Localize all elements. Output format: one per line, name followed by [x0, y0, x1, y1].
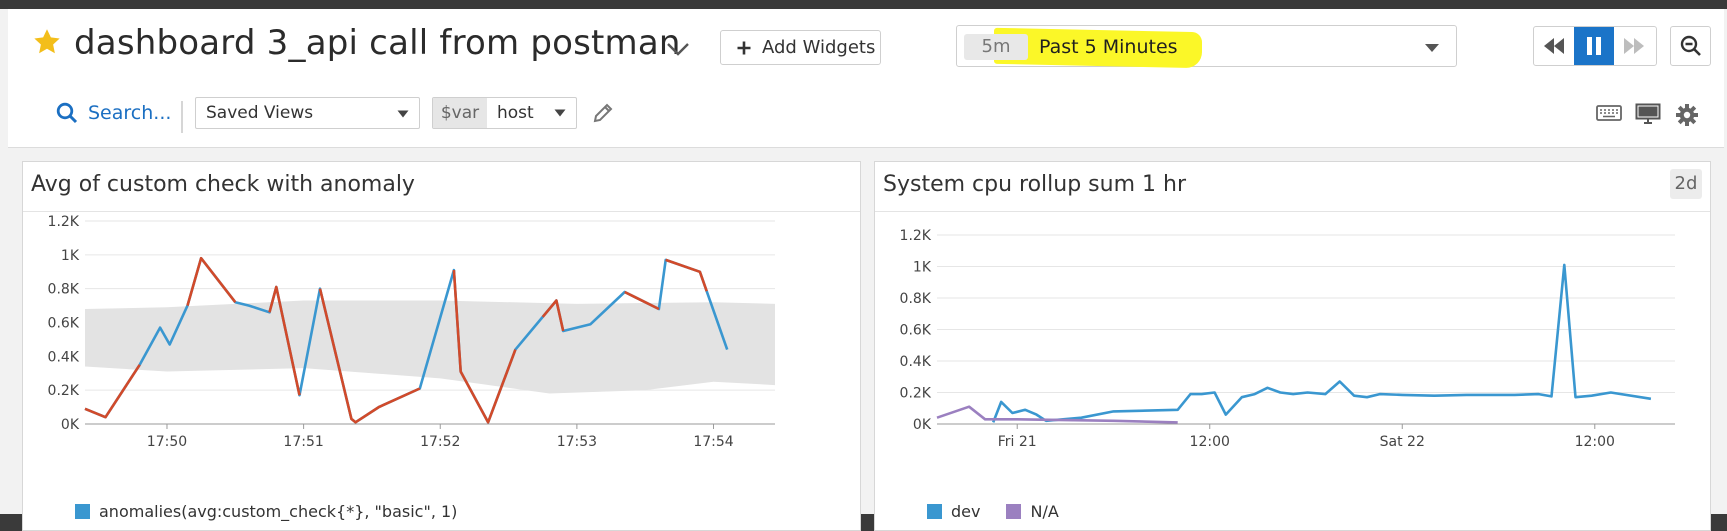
search-label: Search...: [88, 102, 172, 124]
y-tick-label: 0.6K: [48, 316, 80, 332]
legend-item[interactable]: N/A: [1006, 502, 1059, 521]
legend-label: anomalies(avg:custom_check{*}, "basic", …: [99, 502, 458, 521]
anomaly-segment: [665, 258, 708, 292]
series-line: [991, 263, 1652, 423]
legend-swatch: [75, 504, 90, 519]
x-tick-label: 12:00: [1190, 434, 1230, 450]
legend-swatch: [927, 504, 942, 519]
y-tick-label: 0.2K: [900, 386, 932, 402]
expected-range-band: [85, 300, 775, 394]
gear-icon[interactable]: [1675, 103, 1699, 127]
y-tick-label: 1.2K: [900, 228, 932, 244]
y-tick-label: 0.8K: [900, 291, 932, 307]
caret-down-icon: [1425, 44, 1439, 52]
saved-views-label: Saved Views: [206, 103, 314, 123]
pause-button[interactable]: [1574, 27, 1614, 65]
widget-cpu-timeseries[interactable]: System cpu rollup sum 1 hr 2d 0K 0.2K 0.4K…: [874, 161, 1711, 531]
widget-title: Avg of custom check with anomaly: [31, 172, 415, 197]
widget-divider: [875, 211, 1710, 212]
rewind-icon: [1544, 38, 1564, 54]
window-top-strip: [0, 0, 1727, 9]
timeframe-label: Past 5 Minutes: [1039, 36, 1178, 58]
saved-views-dropdown[interactable]: Saved Views: [195, 97, 420, 129]
y-tick-label: 0K: [61, 417, 80, 433]
add-widgets-button[interactable]: Add Widgets: [720, 30, 881, 65]
series-line: [936, 405, 1178, 424]
anomaly-segment: [268, 285, 301, 396]
widget-title: System cpu rollup sum 1 hr: [883, 172, 1186, 197]
zoom-out-icon: [1680, 35, 1701, 56]
anomaly-chart[interactable]: 0K 0.2K 0.4K 0.6K 0.8K 1K 1.2K 17:50 17:51 17:52 1…: [23, 214, 862, 499]
legend-label: N/A: [1030, 502, 1059, 521]
add-widgets-label: Add Widgets: [762, 37, 876, 58]
timeframe-selector[interactable]: 5m Past 5 Minutes: [956, 25, 1457, 69]
anomaly-segment: [186, 256, 237, 306]
template-variable-value: host: [497, 103, 534, 123]
y-tick-label: 1K: [913, 260, 932, 276]
x-tick-label: 17:52: [420, 434, 460, 450]
chart-legend: dev N/A: [927, 502, 1085, 521]
anomaly-segment: [318, 288, 421, 424]
zoom-out-button[interactable]: [1670, 26, 1711, 66]
caret-down-icon: [397, 110, 409, 118]
anomaly-segment: [452, 270, 517, 424]
legend-label: dev: [951, 502, 981, 521]
y-tick-label: 1.2K: [48, 214, 80, 230]
x-tick-label: Sat 22: [1380, 434, 1425, 450]
cpu-chart[interactable]: 0K 0.2K 0.4K 0.6K 0.8K 1K 1.2K Fri 21 12:00 Sat 2…: [875, 214, 1712, 499]
legend-item[interactable]: dev: [927, 502, 980, 521]
rewind-button[interactable]: [1534, 27, 1574, 65]
template-variable-host[interactable]: $var host: [432, 97, 577, 129]
toolbar-divider: [181, 101, 183, 133]
playback-controls: [1533, 26, 1657, 66]
x-tick-label: 17:54: [693, 434, 733, 450]
y-tick-label: 0.2K: [48, 383, 80, 399]
tv-mode-icon[interactable]: [1635, 103, 1661, 125]
y-tick-label: 0.4K: [900, 354, 932, 370]
fast-forward-button[interactable]: [1614, 27, 1654, 65]
chevron-down-icon[interactable]: [664, 39, 692, 59]
y-tick-label: 0.4K: [48, 349, 80, 365]
legend-item[interactable]: anomalies(avg:custom_check{*}, "basic", …: [75, 502, 457, 521]
dashboard-app: dashboard 3_api call from postman Add Wi…: [0, 9, 1727, 531]
y-tick-label: 0.8K: [48, 282, 80, 298]
anomaly-segment: [624, 290, 660, 311]
widget-anomaly-timeseries[interactable]: Avg of custom check with anomaly 0K 0.2K 0…: [22, 161, 861, 531]
timeframe-badge: 2d: [1670, 169, 1702, 199]
caret-down-icon: [554, 109, 566, 117]
y-tick-label: 1K: [61, 248, 80, 264]
search-button[interactable]: Search...: [56, 102, 171, 124]
x-tick-label: Fri 21: [998, 434, 1037, 450]
chart-legend: anomalies(avg:custom_check{*}, "basic", …: [75, 502, 483, 521]
widget-divider: [23, 211, 860, 212]
favorite-star-icon[interactable]: [32, 27, 62, 57]
x-tick-label: 17:53: [557, 434, 597, 450]
pause-icon: [1587, 37, 1601, 55]
edit-pencil-icon[interactable]: [591, 101, 615, 125]
template-variable-label: $var: [433, 98, 487, 128]
plus-icon: [737, 41, 751, 54]
x-tick-label: 17:51: [283, 434, 323, 450]
search-icon: [56, 102, 78, 124]
dashboard-title: dashboard 3_api call from postman: [74, 23, 681, 63]
fast-forward-icon: [1624, 38, 1644, 54]
timeframe-chip: 5m: [964, 34, 1028, 60]
y-tick-label: 0.6K: [900, 323, 932, 339]
x-tick-label: 12:00: [1575, 434, 1615, 450]
y-tick-label: 0K: [913, 417, 932, 433]
keyboard-icon[interactable]: [1596, 103, 1622, 123]
dashboard-header: dashboard 3_api call from postman Add Wi…: [8, 9, 1724, 148]
anomaly-segment: [84, 364, 141, 419]
x-tick-label: 17:50: [147, 434, 187, 450]
anomaly-segment: [541, 299, 565, 332]
legend-swatch: [1006, 504, 1022, 519]
